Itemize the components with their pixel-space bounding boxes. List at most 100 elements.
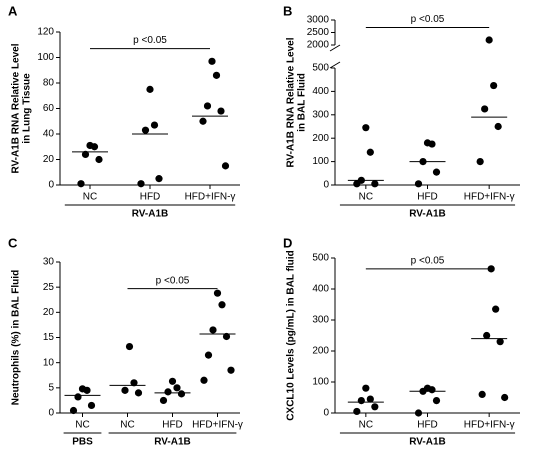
point (200, 376, 208, 384)
x-tick-label: NC (75, 420, 89, 431)
panel-letter: B (283, 3, 292, 18)
y-tick-label: 2500 (307, 27, 330, 38)
group-label: RV-A1B (132, 209, 169, 220)
point (137, 180, 145, 188)
point (213, 289, 222, 297)
point (371, 403, 379, 411)
significance-label: p <0.05 (133, 35, 167, 46)
y-tick-label: 300 (312, 315, 329, 326)
y-axis-label: CXCL10 Levels (pg/mL) in BAL fluid (286, 250, 297, 420)
point (414, 180, 423, 188)
group-label: RV-A1B (154, 437, 191, 448)
point (481, 105, 489, 113)
point (74, 393, 82, 401)
point (146, 85, 154, 93)
point (227, 366, 235, 374)
point (221, 162, 230, 170)
significance-label: p <0.05 (411, 14, 445, 25)
y-tick-label: 100 (312, 377, 329, 388)
point (81, 150, 90, 158)
point (208, 57, 216, 65)
panel-letter: C (8, 235, 18, 250)
x-tick-label: HFD+IFN-γ (464, 192, 515, 203)
axis-break (329, 61, 341, 69)
point (501, 393, 509, 402)
axis-break (329, 44, 341, 52)
x-tick-label: NC (359, 420, 373, 431)
y-tick-label: 0 (48, 408, 54, 419)
y-axis-label: in Lung Tissue (22, 73, 33, 144)
y-tick-label: 400 (312, 284, 329, 295)
point (353, 180, 361, 188)
y-tick-label: 2000 (307, 40, 330, 51)
y-tick-label: 15 (43, 332, 55, 343)
y-tick-label: 0 (323, 180, 329, 191)
significance-label: p <0.05 (156, 275, 190, 286)
point (69, 406, 78, 415)
point (95, 155, 103, 164)
point (168, 377, 177, 385)
significance-label: p <0.05 (411, 255, 445, 266)
y-tick-label: 30 (43, 257, 55, 268)
point (496, 338, 504, 346)
y-tick-label: 0 (48, 180, 54, 191)
y-tick-label: 100 (37, 52, 54, 63)
y-tick-label: 120 (37, 27, 54, 38)
group-label: RV-A1B (409, 209, 446, 220)
point (222, 332, 231, 341)
y-tick-label: 100 (312, 156, 329, 167)
y-tick-label: 400 (312, 86, 329, 97)
point (362, 124, 370, 132)
point (478, 390, 486, 398)
point (485, 36, 493, 44)
point (218, 301, 226, 309)
x-tick-label: NC (83, 192, 97, 203)
y-tick-label: 500 (312, 253, 329, 264)
point (203, 102, 212, 110)
y-tick-label: 20 (43, 154, 55, 165)
x-tick-label: HFD (140, 192, 161, 203)
point (77, 180, 85, 188)
point (492, 305, 500, 313)
y-tick-label: 200 (312, 133, 329, 144)
point (83, 386, 91, 394)
point (173, 384, 181, 392)
point (204, 351, 213, 359)
point (177, 390, 186, 398)
y-axis-label: RV-A1B RNA Relative Level (286, 37, 297, 167)
x-tick-label: NC (120, 420, 134, 431)
point (432, 168, 441, 176)
y-tick-label: 10 (43, 357, 55, 368)
point (134, 389, 143, 397)
y-tick-label: 25 (43, 282, 55, 293)
point (212, 71, 221, 79)
group-label: PBS (72, 437, 93, 448)
x-tick-label: HFD (162, 420, 183, 431)
y-tick-label: 40 (43, 129, 55, 140)
y-axis-label: Neutrophils (%) in BAL Fluid (11, 270, 22, 405)
point (130, 379, 138, 387)
point (209, 326, 217, 334)
point (141, 126, 150, 134)
point (483, 331, 491, 340)
point (87, 401, 96, 410)
point (428, 140, 436, 148)
point (199, 117, 207, 125)
point (494, 122, 502, 131)
point (121, 386, 129, 394)
point (428, 386, 436, 394)
point (371, 180, 379, 188)
point (159, 396, 168, 405)
x-tick-label: NC (359, 192, 373, 203)
y-tick-label: 5 (48, 382, 54, 393)
y-axis-label: RV-A1B RNA Relative Level (11, 43, 22, 173)
point (155, 175, 163, 183)
point (487, 265, 495, 273)
panel-letter: D (283, 235, 292, 250)
panel-letter: A (8, 3, 18, 18)
y-tick-label: 60 (43, 103, 55, 114)
point (490, 81, 498, 90)
y-tick-label: 20 (43, 307, 55, 318)
x-tick-label: HFD (417, 192, 438, 203)
point (414, 409, 423, 417)
